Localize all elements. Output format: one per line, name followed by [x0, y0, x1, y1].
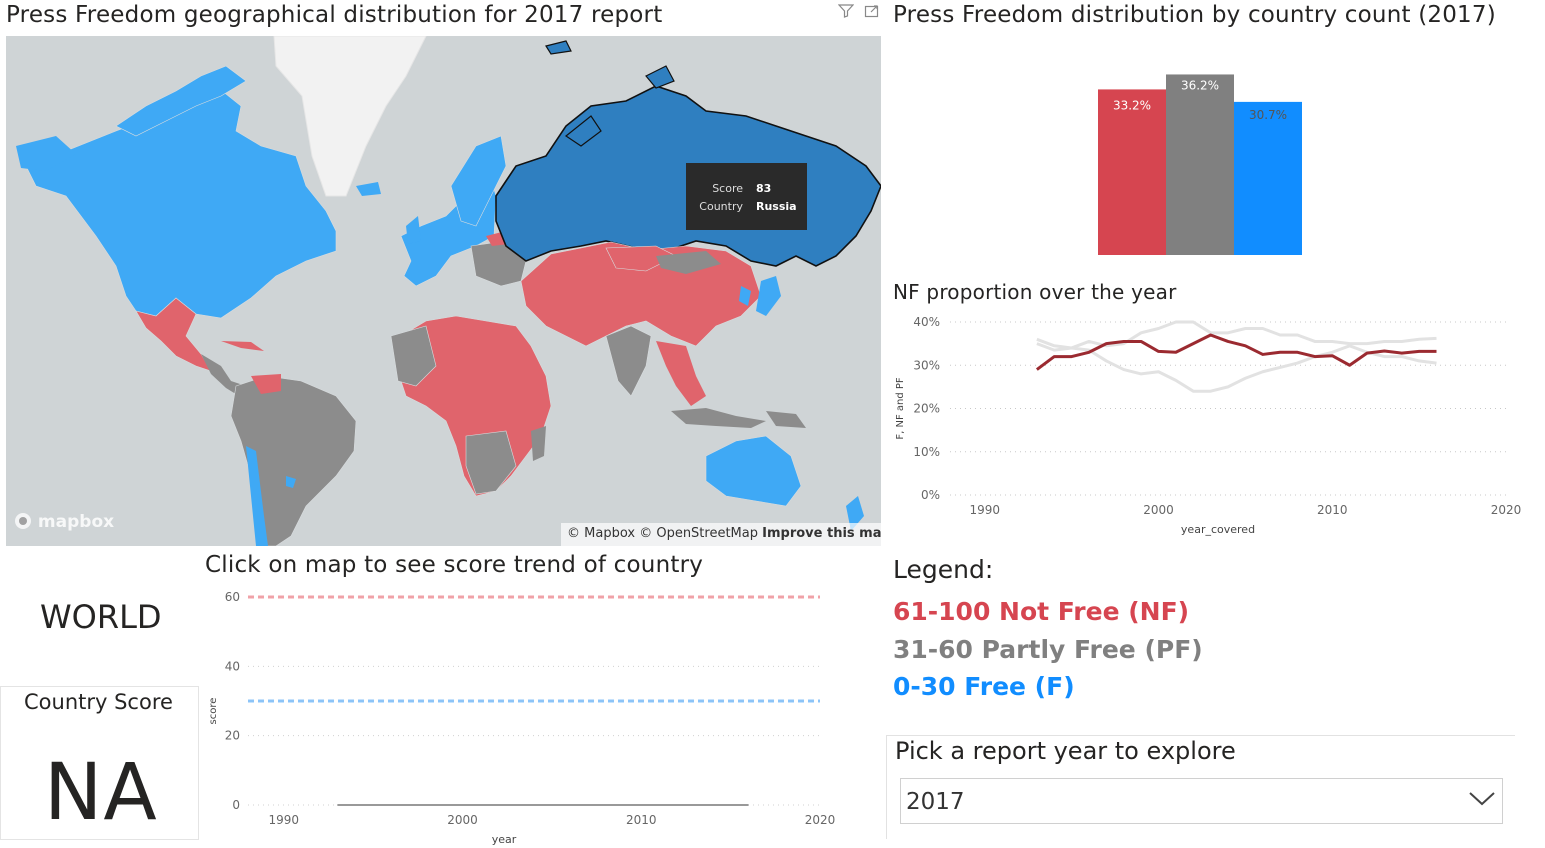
attribution-text[interactable]: © Mapbox © OpenStreetMap	[567, 526, 758, 541]
india	[605, 325, 652, 397]
y-tick-label: 20%	[913, 402, 940, 416]
x-tick-label: 1990	[268, 813, 299, 827]
uk	[406, 216, 421, 244]
y-axis-label: score	[208, 698, 219, 725]
mapbox-logo[interactable]: mapbox	[14, 512, 114, 532]
map-visual[interactable]: Score 83 Country Russia mapbox © Mapbox …	[6, 36, 881, 546]
nf-line-chart[interactable]: 0% 10% 20% 30% 40% 1990 2000 2010 2020 year_cover…	[888, 308, 1528, 543]
bar-label-2: 36.2%	[1181, 78, 1219, 92]
new-zealand	[846, 496, 864, 531]
y-tick-label: 40	[225, 659, 240, 673]
australia	[705, 435, 802, 507]
tooltip-country-value: Russia	[756, 200, 797, 213]
x-tick-label: 1990	[969, 503, 1000, 517]
x-tick-label: 2020	[1491, 503, 1522, 517]
score-trend-chart[interactable]: 0 20 40 60 1990 2000 2010 2020 year score	[200, 585, 840, 848]
x-tick-label: 2010	[626, 813, 657, 827]
legend-free: 0-30 Free (F)	[893, 672, 1075, 701]
west-africa-pf	[390, 325, 437, 387]
legend-title: Legend:	[893, 555, 994, 584]
map-tooltip: Score 83 Country Russia	[686, 163, 807, 230]
tooltip-score-label: Score	[712, 182, 743, 195]
filter-icon[interactable]	[837, 4, 855, 22]
mapbox-logo-text: mapbox	[37, 512, 115, 532]
improve-map-link[interactable]: Improve this map	[762, 526, 881, 541]
map-attribution: © Mapbox © OpenStreetMap Improve this ma…	[561, 523, 881, 546]
venezuela	[251, 374, 281, 394]
y-tick-label: 30%	[913, 358, 940, 372]
papua	[766, 411, 806, 428]
y-tick-label: 10%	[913, 445, 940, 459]
world-map[interactable]	[6, 36, 881, 546]
cuba	[221, 341, 264, 351]
x-tick-label: 2000	[1143, 503, 1174, 517]
korea	[739, 286, 751, 306]
bar-2[interactable]	[1166, 74, 1234, 255]
focus-mode-icon[interactable]	[864, 4, 880, 22]
southeast-asia	[656, 341, 706, 406]
country-score-label: Country Score	[24, 690, 173, 714]
bar-3[interactable]	[1234, 101, 1302, 255]
bar-chart-title: Press Freedom distribution by country co…	[893, 2, 1496, 28]
trend-chart-title: Click on map to see score trend of count…	[205, 552, 704, 578]
bar-label-1: 33.2%	[1113, 98, 1151, 112]
scandinavia	[450, 135, 507, 227]
iceland	[356, 182, 381, 196]
y-tick-label: 60	[225, 590, 240, 604]
x-tick-label: 2000	[447, 813, 478, 827]
x-axis-label: year	[492, 833, 517, 846]
y-tick-label: 20	[225, 729, 240, 743]
y-tick-label: 0	[232, 798, 240, 812]
legend-not-free: 61-100 Not Free (NF)	[893, 597, 1190, 626]
country-score-card	[0, 686, 199, 840]
southern-africa-pf	[465, 430, 517, 495]
bar-1[interactable]	[1098, 89, 1166, 255]
alaska	[16, 136, 76, 171]
bar-label-3: 30.7%	[1249, 108, 1287, 122]
region-label: WORLD	[40, 598, 162, 636]
russia-islands	[545, 40, 675, 147]
map-title: Press Freedom geographical distribution …	[6, 2, 663, 28]
year-slicer-label: Pick a report year to explore	[895, 737, 1236, 765]
mapbox-icon	[15, 513, 31, 529]
uruguay	[286, 476, 296, 488]
year-slicer	[886, 735, 1515, 839]
x-tick-label: 2020	[805, 813, 836, 827]
y-tick-label: 40%	[913, 315, 940, 329]
chile	[246, 446, 268, 546]
mongolia	[656, 251, 721, 274]
greenland	[273, 36, 427, 197]
madagascar	[531, 426, 546, 461]
country-score-value: NA	[44, 748, 158, 838]
series-line-1	[1035, 333, 1437, 371]
bar-chart[interactable]: 33.2% 36.2% 30.7%	[1090, 40, 1320, 260]
year-dropdown[interactable]	[900, 778, 1503, 824]
japan	[756, 276, 781, 316]
legend-partly-free: 31-60 Partly Free (PF)	[893, 635, 1203, 664]
year-dropdown-value[interactable]: 2017	[906, 789, 965, 815]
nf-chart-title: NF proportion over the year	[893, 280, 1177, 304]
central-america	[201, 354, 246, 396]
x-tick-label: 2010	[1317, 503, 1348, 517]
tooltip-score-value: 83	[756, 182, 772, 195]
indonesia	[671, 408, 766, 428]
y-tick-label: 0%	[921, 488, 940, 502]
arctic-islands	[115, 65, 247, 137]
x-axis-label: year_covered	[1181, 523, 1255, 536]
y-axis-label: F, NF and PF	[895, 377, 906, 440]
tooltip-country-label: Country	[699, 200, 743, 213]
chevron-down-icon[interactable]	[1468, 790, 1496, 812]
